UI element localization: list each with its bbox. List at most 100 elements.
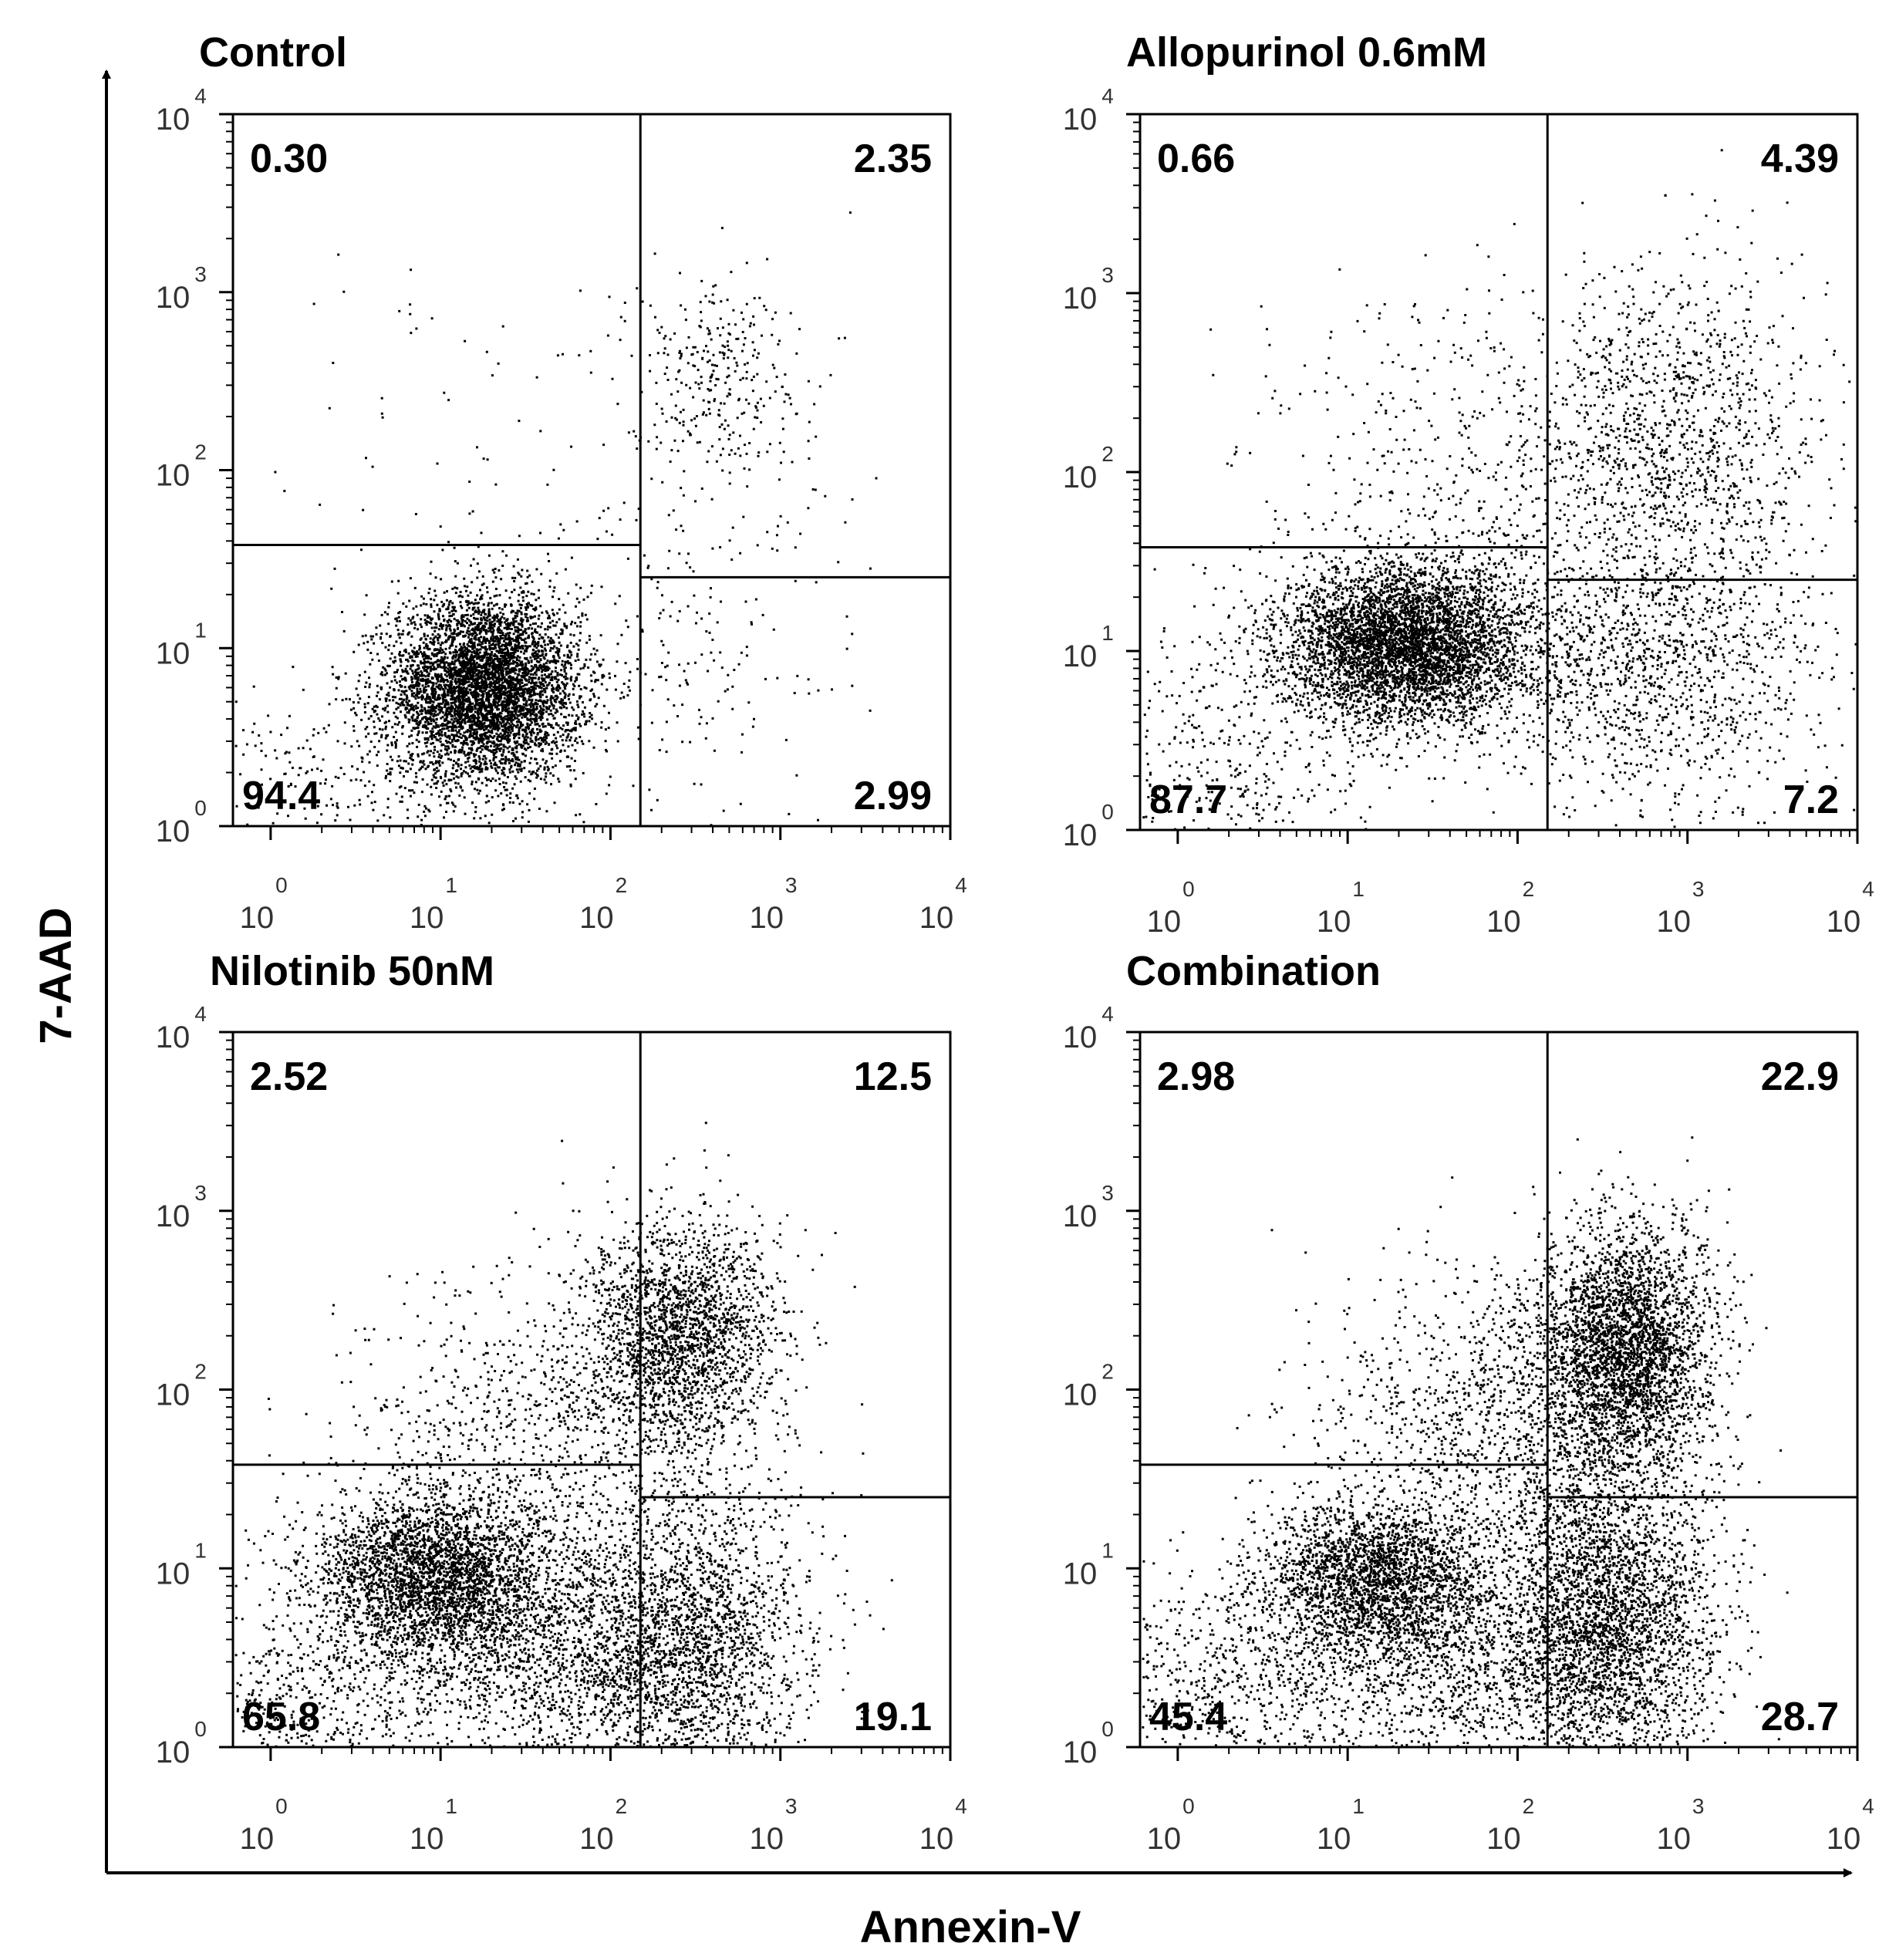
y-tick-label: 10 [156, 281, 191, 315]
cell-events [1142, 149, 1857, 831]
y-tick-label: 10 [156, 459, 191, 493]
quadrant-gates [1140, 1032, 1857, 1747]
x-tick-label: 10 [1317, 1822, 1351, 1856]
x-tick-exponent: 1 [1352, 1794, 1365, 1818]
x-axis-label: Annexin-V [860, 1902, 1081, 1952]
quadrant-upper-right-value: 12.5 [854, 1054, 932, 1099]
panel-title: Nilotinib 50nM [210, 948, 494, 994]
x-tick-exponent: 1 [1352, 877, 1365, 901]
panel-allopurinol: Allopurinol 0.6mM 1001001011011021021031… [1063, 29, 1874, 939]
x-tick-label: 10 [919, 1822, 954, 1856]
y-tick-label: 10 [1063, 1378, 1098, 1412]
quadrant-gates [1140, 114, 1857, 830]
x-tick-label: 10 [1317, 905, 1351, 939]
x-tick-label: 10 [1147, 905, 1182, 939]
y-tick-exponent: 1 [194, 1538, 207, 1562]
quadrant-upper-right-value: 22.9 [1761, 1054, 1839, 1099]
cell-events [234, 1122, 893, 1748]
scatter-points [234, 1122, 893, 1748]
x-tick-label: 10 [1147, 1822, 1182, 1856]
y-tick-label: 10 [156, 1199, 191, 1233]
x-tick-label: 10 [1486, 905, 1521, 939]
y-tick-label: 10 [1063, 818, 1098, 852]
y-tick-exponent: 1 [1101, 621, 1114, 645]
x-tick-label: 10 [240, 901, 275, 935]
quadrant-lower-left-value: 45.4 [1149, 1695, 1227, 1739]
y-tick-exponent: 4 [1101, 1002, 1114, 1026]
y-tick-label: 10 [156, 1020, 191, 1054]
y-tick-label: 10 [156, 636, 191, 670]
y-tick-exponent: 4 [194, 1002, 207, 1026]
x-tick-label: 10 [749, 1822, 784, 1856]
y-tick-exponent: 2 [194, 440, 207, 464]
y-tick-label: 10 [1063, 639, 1098, 673]
panel-title: Combination [1126, 948, 1381, 994]
x-tick-exponent: 2 [1523, 877, 1535, 901]
y-tick-label: 10 [156, 1557, 191, 1591]
x-tick-label: 10 [1656, 1822, 1691, 1856]
x-tick-label: 10 [579, 1822, 614, 1856]
cell-events [1142, 1136, 1789, 1748]
scatter-points [1142, 1136, 1789, 1748]
quadrant-upper-left-value: 0.30 [250, 137, 328, 181]
x-tick-exponent: 3 [785, 873, 798, 897]
x-tick-exponent: 0 [275, 1794, 288, 1818]
x-tick-label: 10 [1827, 905, 1861, 939]
quadrant-lower-left-value: 87.7 [1149, 778, 1227, 822]
quadrant-upper-right-value: 4.39 [1761, 137, 1839, 181]
x-tick-label: 10 [1486, 1822, 1521, 1856]
y-tick-label: 10 [1063, 1020, 1098, 1054]
x-tick-exponent: 4 [1862, 1794, 1874, 1818]
y-tick-exponent: 2 [1101, 1360, 1114, 1384]
quadrant-lower-right-value: 19.1 [854, 1695, 932, 1739]
quadrant-lower-right-value: 28.7 [1761, 1695, 1839, 1739]
y-tick-exponent: 3 [1101, 263, 1114, 287]
x-tick-exponent: 0 [1182, 877, 1195, 901]
y-tick-exponent: 3 [194, 262, 207, 286]
y-tick-exponent: 4 [1101, 84, 1114, 108]
quadrant-upper-left-value: 0.66 [1157, 137, 1235, 181]
quadrant-gates [233, 1032, 950, 1747]
plot-frame [1139, 1031, 1859, 1749]
x-tick-label: 10 [240, 1822, 275, 1856]
x-tick-exponent: 4 [955, 1794, 967, 1818]
y-tick-exponent: 0 [194, 796, 207, 820]
y-tick-exponent: 4 [194, 84, 207, 108]
quadrant-lower-right-value: 2.99 [854, 774, 932, 818]
x-tick-exponent: 4 [955, 873, 967, 897]
y-tick-label: 10 [1063, 1199, 1098, 1233]
x-tick-label: 10 [919, 901, 954, 935]
quadrant-gates [233, 114, 950, 826]
quadrant-upper-right-value: 2.35 [854, 137, 932, 181]
panel-nilotinib: Nilotinib 50nM 1001001011011021021031031… [156, 948, 967, 1856]
panel-title: Allopurinol 0.6mM [1126, 29, 1487, 76]
x-tick-label: 10 [749, 901, 784, 935]
x-tick-exponent: 4 [1862, 877, 1874, 901]
x-tick-label: 10 [1827, 1822, 1861, 1856]
quadrant-lower-right-value: 7.2 [1783, 778, 1839, 822]
cell-events [234, 211, 878, 827]
y-tick-label: 10 [1063, 1736, 1098, 1769]
x-tick-label: 10 [579, 901, 614, 935]
x-tick-exponent: 1 [445, 1794, 457, 1818]
y-tick-label: 10 [1063, 282, 1098, 315]
scatter-points [234, 211, 878, 827]
y-tick-label: 10 [156, 103, 191, 137]
y-tick-exponent: 3 [1101, 1181, 1114, 1205]
x-tick-label: 10 [1656, 905, 1691, 939]
y-tick-exponent: 0 [194, 1717, 207, 1741]
y-tick-exponent: 0 [1101, 1717, 1114, 1741]
quadrant-upper-left-value: 2.52 [250, 1054, 328, 1099]
x-tick-exponent: 1 [445, 873, 457, 897]
y-tick-label: 10 [1063, 103, 1098, 137]
x-tick-exponent: 2 [616, 873, 628, 897]
y-tick-label: 10 [156, 815, 191, 848]
panel-combination: Combination 1001001011011021021031031041… [1063, 948, 1874, 1856]
x-tick-exponent: 2 [616, 1794, 628, 1818]
quadrant-lower-left-value: 65.8 [242, 1695, 320, 1739]
y-tick-label: 10 [156, 1736, 191, 1769]
